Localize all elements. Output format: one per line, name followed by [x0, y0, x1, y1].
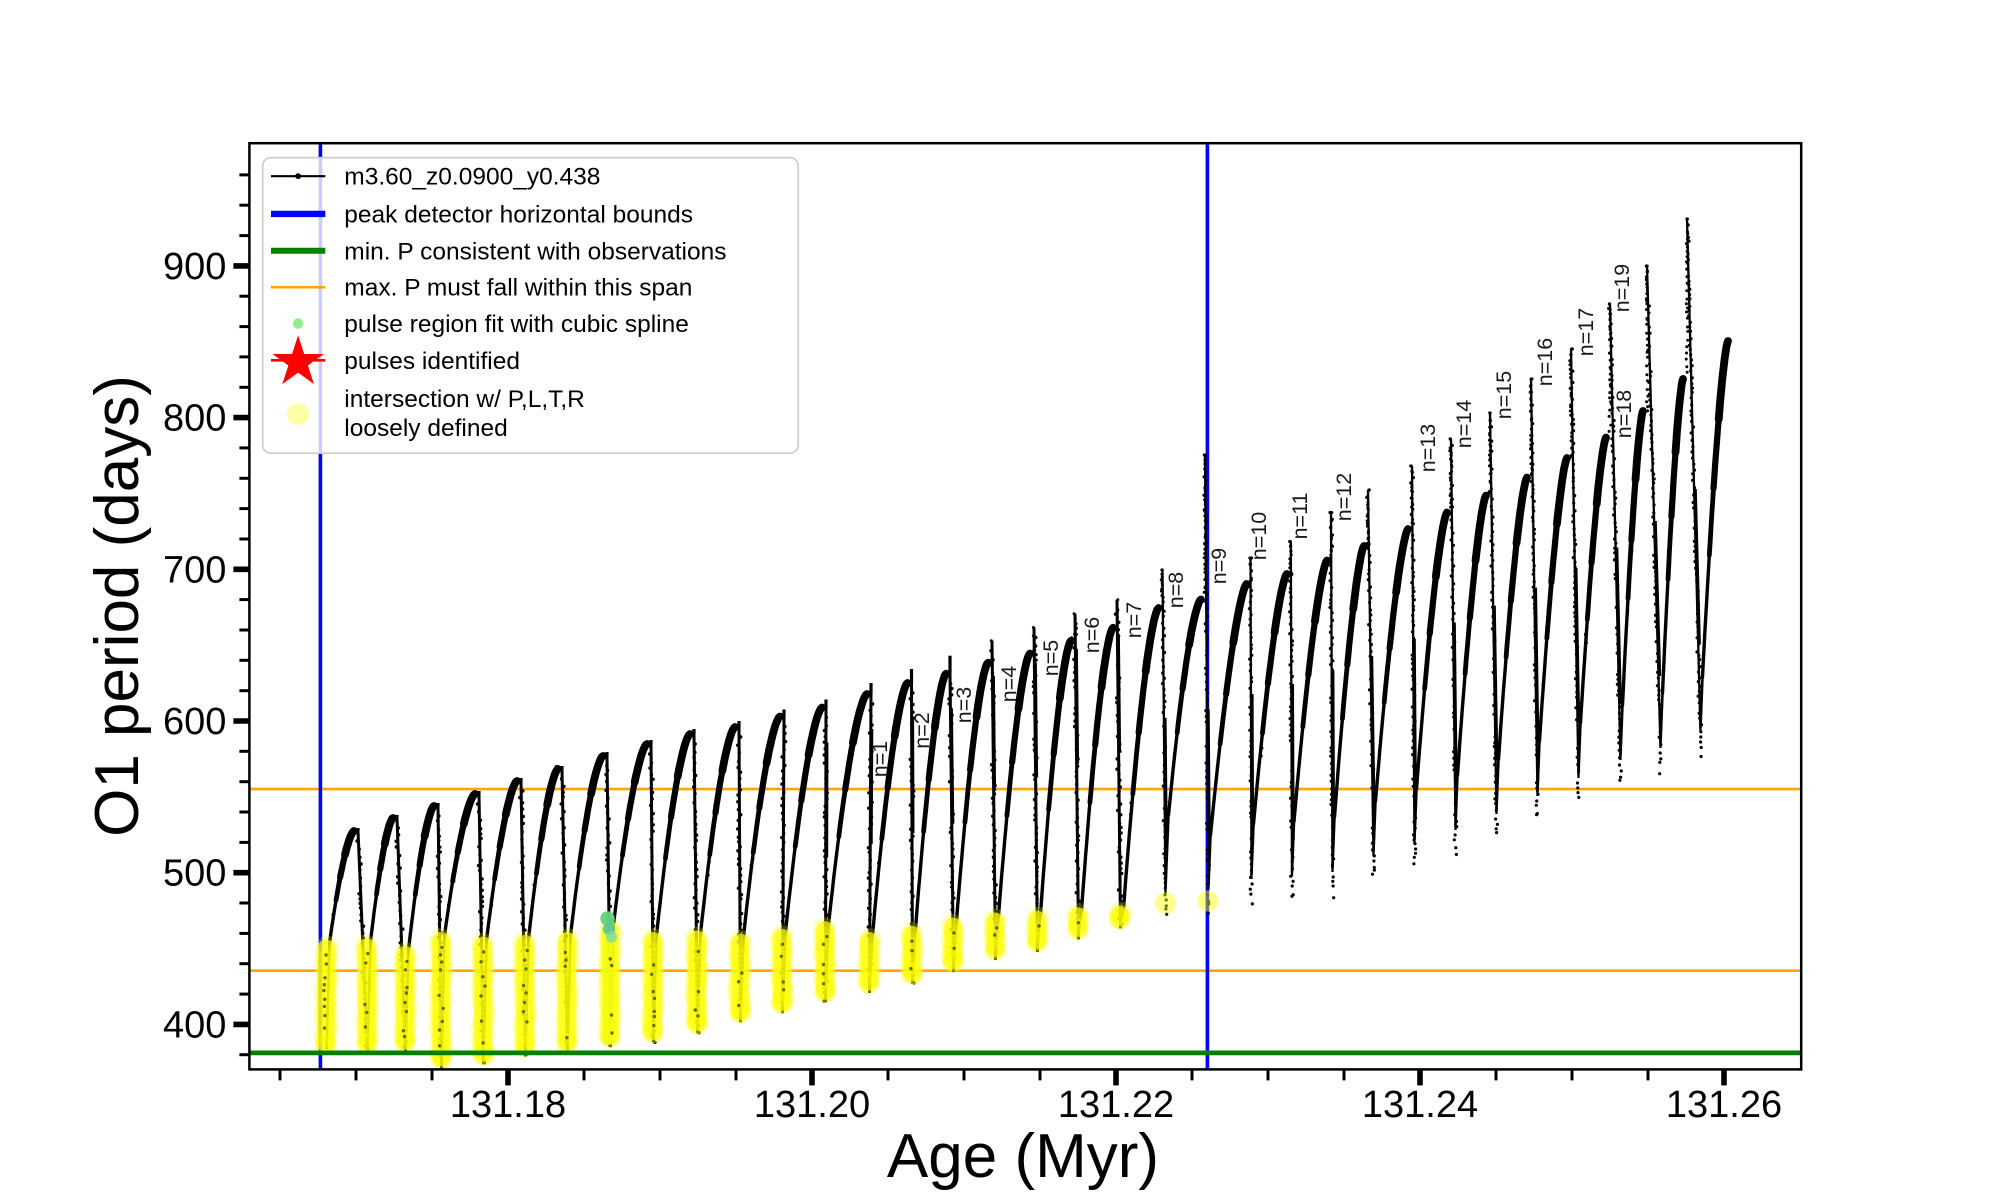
svg-text:n=12: n=12	[1332, 473, 1356, 521]
svg-text:131.18: 131.18	[450, 1084, 566, 1126]
svg-text:131.20: 131.20	[754, 1084, 870, 1126]
svg-text:pulse region fit with cubic sp: pulse region fit with cubic spline	[344, 311, 689, 338]
svg-text:n=19: n=19	[1610, 264, 1634, 312]
svg-text:500: 500	[163, 853, 226, 895]
svg-text:600: 600	[163, 701, 226, 743]
svg-text:peak detector horizontal bound: peak detector horizontal bounds	[344, 201, 693, 228]
svg-text:loosely defined: loosely defined	[344, 415, 507, 442]
svg-text:n=4: n=4	[997, 666, 1021, 703]
svg-text:800: 800	[163, 398, 226, 440]
svg-text:n=5: n=5	[1039, 640, 1063, 677]
svg-text:n=17: n=17	[1574, 308, 1598, 356]
svg-text:900: 900	[163, 246, 226, 288]
svg-text:n=8: n=8	[1164, 572, 1188, 609]
svg-text:131.22: 131.22	[1058, 1084, 1174, 1126]
svg-text:n=10: n=10	[1247, 512, 1271, 560]
svg-text:n=11: n=11	[1288, 493, 1312, 540]
svg-text:n=16: n=16	[1533, 338, 1557, 386]
svg-text:pulses identified: pulses identified	[344, 348, 520, 375]
svg-text:n=9: n=9	[1207, 548, 1231, 584]
svg-text:400: 400	[163, 1004, 226, 1046]
svg-text:Age (Myr): Age (Myr)	[887, 1122, 1159, 1191]
svg-text:700: 700	[163, 549, 226, 591]
svg-text:min. P consistent with observa: min. P consistent with observations	[344, 238, 726, 265]
svg-text:n=7: n=7	[1122, 602, 1146, 638]
svg-text:O1 period (days): O1 period (days)	[83, 375, 152, 837]
svg-text:131.24: 131.24	[1362, 1084, 1478, 1126]
svg-text:n=1: n=1	[868, 741, 892, 777]
svg-text:n=15: n=15	[1492, 371, 1516, 419]
svg-text:m3.60_z0.0900_y0.438: m3.60_z0.0900_y0.438	[344, 164, 600, 191]
svg-text:intersection w/ P,L,T,R: intersection w/ P,L,T,R	[344, 386, 585, 413]
svg-text:n=2: n=2	[910, 712, 934, 748]
svg-text:n=13: n=13	[1416, 424, 1440, 472]
svg-text:n=14: n=14	[1452, 400, 1476, 448]
svg-text:n=18: n=18	[1612, 390, 1636, 438]
svg-text:n=6: n=6	[1080, 617, 1104, 654]
svg-text:131.26: 131.26	[1666, 1084, 1782, 1126]
svg-text:max. P must fall within this s: max. P must fall within this span	[344, 275, 692, 302]
svg-text:n=3: n=3	[952, 687, 976, 724]
